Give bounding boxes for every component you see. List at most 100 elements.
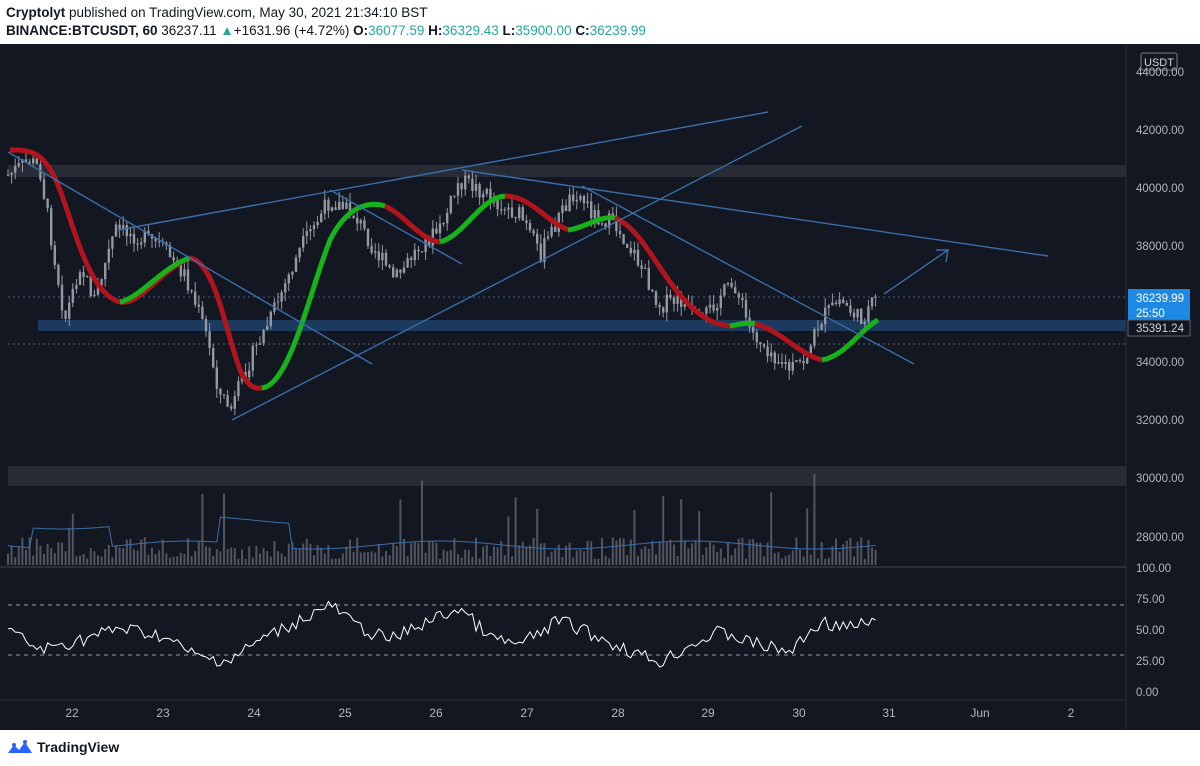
rsi-tick: 50.00 (1136, 625, 1165, 637)
volume-bar (608, 558, 611, 565)
volume-bar (503, 555, 506, 565)
resistance-zone[interactable] (8, 165, 1126, 177)
volume-bar (449, 550, 452, 565)
candle-body (590, 201, 593, 219)
volume-bar (172, 556, 175, 565)
volume-bar (737, 538, 740, 565)
volume-bar (683, 540, 686, 565)
candle-body (86, 275, 89, 277)
candle-body (104, 262, 107, 280)
candle-body (276, 301, 280, 303)
volume-bar (143, 537, 146, 565)
volume-bar (583, 551, 585, 565)
volume-bar (161, 539, 164, 565)
trendlines[interactable] (7, 111, 1049, 421)
candle-body (294, 257, 298, 272)
volume-bar (309, 543, 312, 565)
volume-bar (734, 548, 737, 565)
volume-bar (716, 551, 719, 565)
volume-bar (464, 549, 467, 565)
volume-bar (277, 551, 279, 565)
volume-bar (352, 551, 355, 565)
candle-body (777, 361, 780, 364)
time-label: 30 (792, 706, 806, 720)
candle-body (705, 307, 708, 314)
volume-bar (554, 549, 557, 565)
volume-bar (205, 546, 207, 565)
volume-bar (809, 554, 812, 565)
tradingview-logo[interactable]: TradingView (7, 739, 119, 755)
volume-bar (388, 555, 391, 565)
volume-bar (79, 555, 81, 565)
trendline-down-2 (329, 189, 463, 265)
volume-bar (298, 549, 301, 565)
candle-body (662, 307, 665, 313)
volume-bar (557, 544, 560, 565)
volume-bar (241, 549, 243, 565)
candle-body (626, 244, 629, 248)
currency-badge[interactable] (1140, 52, 1178, 71)
volume-bar (485, 544, 488, 565)
candle-body (287, 274, 290, 284)
volume-bar (43, 554, 45, 565)
time-label: 23 (156, 706, 170, 720)
volume-bar (28, 537, 31, 565)
volume-bar (565, 545, 567, 565)
volume-bar (727, 542, 729, 565)
candle-body (406, 257, 409, 268)
author-name[interactable]: Cryptolyt (6, 5, 66, 20)
volume-bar (615, 540, 618, 565)
volume-bar (478, 558, 481, 565)
volume-bar (730, 555, 733, 565)
volume-bar (719, 548, 722, 565)
candle-body (802, 360, 805, 364)
volume-bar (295, 549, 297, 565)
volume-bar (622, 538, 625, 565)
volume-bar (21, 537, 24, 565)
volume-bar (748, 539, 751, 565)
symbol-label[interactable]: BINANCE:BTCUSDT, 60 (6, 23, 158, 38)
time-axis[interactable]: 22 23 24 25 26 27 28 29 30 31 Jun 2 (0, 699, 1126, 720)
bar-countdown: 25:50 (1136, 308, 1165, 320)
candle-body (330, 207, 334, 211)
chart-background (0, 44, 1200, 730)
volume-bar (136, 550, 139, 565)
price-axis[interactable]: USDT 44000.00 42000.00 40000.00 38000.00… (1125, 44, 1200, 730)
volume-bar (712, 544, 715, 565)
current-price-label[interactable] (1128, 289, 1190, 322)
candle-body (809, 345, 812, 359)
candle-body (64, 310, 67, 319)
candle-body (420, 251, 424, 253)
candle-body (770, 352, 773, 357)
price-tick: 42000.00 (1136, 125, 1184, 137)
candle-body (867, 306, 870, 322)
candle-body (10, 172, 13, 175)
chart-canvas[interactable]: USDT 44000.00 42000.00 40000.00 38000.00… (0, 44, 1200, 730)
level-price-label[interactable] (1127, 319, 1191, 337)
candle-body (737, 293, 740, 298)
candle-body (158, 241, 161, 243)
candle-body (683, 304, 686, 307)
support-zone[interactable] (38, 320, 1126, 331)
candle-body (359, 220, 362, 224)
last-price: 36237.11 (161, 23, 217, 38)
publish-info: Cryptolyt published on TradingView.com, … (6, 5, 428, 20)
candle-body (122, 225, 125, 229)
footer: TradingView (0, 730, 1200, 766)
volume-bar (493, 546, 495, 565)
candle-body (111, 236, 114, 249)
candle-body (852, 312, 856, 318)
candle-body (831, 302, 834, 306)
volume-bar (115, 545, 117, 565)
volume-bar (853, 556, 855, 565)
volume-bar (806, 508, 809, 565)
candle-body (438, 223, 442, 234)
lower-zone[interactable] (8, 466, 1126, 486)
volume-bar (374, 552, 377, 565)
volume-bar (57, 542, 60, 565)
candle-body (68, 302, 71, 319)
volume-bar (813, 473, 816, 565)
volume-bar (302, 543, 305, 565)
candle-body (521, 207, 524, 221)
time-label: 22 (65, 706, 79, 720)
